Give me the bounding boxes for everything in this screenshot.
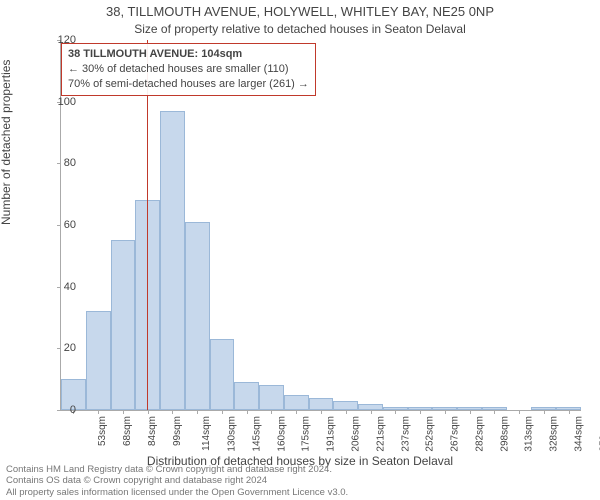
xtick-mark [321, 410, 322, 414]
xtick-label: 298sqm [499, 416, 510, 452]
xtick-mark [123, 410, 124, 414]
xtick-label: 252sqm [425, 416, 436, 452]
xtick-mark [371, 410, 372, 414]
xtick-mark [494, 410, 495, 414]
xtick-mark [98, 410, 99, 414]
xtick-mark [569, 410, 570, 414]
xtick-mark [247, 410, 248, 414]
plot-area [60, 40, 581, 411]
xtick-label: 191sqm [326, 416, 337, 452]
footer-attribution: Contains HM Land Registry data © Crown c… [6, 464, 348, 498]
xtick-mark [445, 410, 446, 414]
xtick-mark [420, 410, 421, 414]
callout-box: 38 TILLMOUTH AVENUE: 104sqm ← 30% of det… [61, 43, 316, 96]
chart-container: 38, TILLMOUTH AVENUE, HOLYWELL, WHITLEY … [0, 0, 600, 500]
ytick-label: 60 [46, 219, 76, 231]
xtick-mark [172, 410, 173, 414]
xtick-label: 114sqm [201, 416, 212, 451]
xtick-mark [271, 410, 272, 414]
xtick-mark [470, 410, 471, 414]
ytick-label: 20 [46, 342, 76, 354]
bar [86, 311, 111, 410]
xtick-mark [222, 410, 223, 414]
bar [210, 339, 235, 410]
xtick-mark [519, 410, 520, 414]
ytick-label: 100 [46, 96, 76, 108]
xtick-label: 68sqm [122, 416, 133, 446]
xtick-mark [346, 410, 347, 414]
ytick-label: 80 [46, 157, 76, 169]
xtick-mark [395, 410, 396, 414]
bar [160, 111, 185, 410]
xtick-label: 84sqm [147, 416, 158, 446]
xtick-mark [197, 410, 198, 414]
xtick-label: 267sqm [450, 416, 461, 452]
bar [309, 398, 334, 410]
chart-title-main: 38, TILLMOUTH AVENUE, HOLYWELL, WHITLEY … [0, 4, 600, 19]
xtick-label: 53sqm [97, 416, 108, 446]
ytick-label: 0 [46, 404, 76, 416]
bar [333, 401, 358, 410]
xtick-mark [544, 410, 545, 414]
bar [284, 395, 309, 410]
xtick-label: 313sqm [524, 416, 535, 452]
bar [234, 382, 259, 410]
footer-line1: Contains HM Land Registry data © Crown c… [6, 464, 348, 475]
xtick-label: 130sqm [227, 416, 238, 452]
xtick-label: 206sqm [351, 416, 362, 452]
xtick-label: 221sqm [375, 416, 386, 452]
xtick-label: 99sqm [172, 416, 183, 446]
callout-line3: 70% of semi-detached houses are larger (… [68, 77, 309, 92]
xtick-label: 282sqm [474, 416, 485, 452]
bar [111, 240, 136, 410]
xtick-mark [148, 410, 149, 414]
xtick-label: 328sqm [549, 416, 560, 452]
xtick-label: 237sqm [400, 416, 411, 452]
xtick-label: 344sqm [573, 416, 584, 452]
footer-line2: Contains OS data © Crown copyright and d… [6, 475, 348, 486]
callout-line2: ← 30% of detached houses are smaller (11… [68, 62, 309, 77]
ytick-label: 40 [46, 281, 76, 293]
y-axis-label: Number of detached properties [0, 60, 13, 225]
chart-title-sub: Size of property relative to detached ho… [0, 22, 600, 36]
bar [259, 385, 284, 410]
xtick-label: 145sqm [252, 416, 263, 452]
xtick-label: 175sqm [301, 416, 312, 452]
callout-line1: 38 TILLMOUTH AVENUE: 104sqm [68, 47, 309, 62]
footer-line3: All property sales information licensed … [6, 487, 348, 498]
bar [185, 222, 210, 410]
xtick-label: 160sqm [276, 416, 287, 452]
xtick-mark [296, 410, 297, 414]
